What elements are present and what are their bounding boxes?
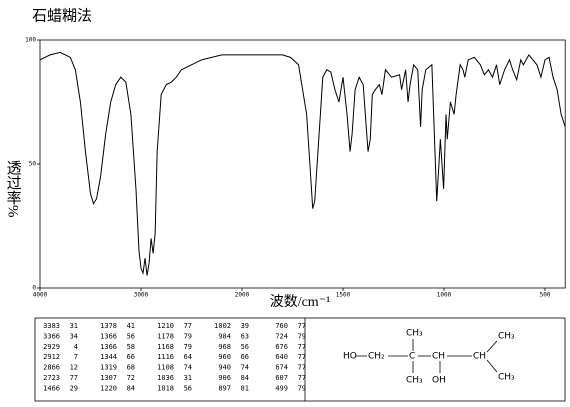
peak-transmittance: 68 bbox=[127, 364, 135, 372]
peak-transmittance: 79 bbox=[298, 384, 306, 392]
peak-transmittance: 56 bbox=[241, 343, 249, 351]
peak-wavenumber: 1220 bbox=[100, 384, 117, 392]
atom-label: CH₃ bbox=[498, 332, 515, 342]
peak-transmittance: 77 bbox=[298, 364, 306, 372]
x-axis-label: 波数/cm⁻¹ bbox=[270, 294, 331, 310]
y-tick-label: 0 bbox=[32, 285, 36, 292]
peak-wavenumber: 2929 bbox=[43, 343, 60, 351]
bond bbox=[486, 359, 498, 373]
peak-wavenumber: 760 bbox=[275, 322, 288, 330]
atom-label: C bbox=[409, 352, 415, 362]
peak-transmittance: 79 bbox=[298, 332, 306, 340]
peak-transmittance: 77 bbox=[298, 353, 306, 361]
peak-wavenumber: 3366 bbox=[43, 332, 60, 340]
peak-wavenumber: 1366 bbox=[100, 332, 117, 340]
peak-transmittance: 74 bbox=[241, 364, 249, 372]
peak-wavenumber: 640 bbox=[275, 353, 288, 361]
peak-wavenumber: 2723 bbox=[43, 374, 60, 382]
peak-transmittance: 56 bbox=[184, 384, 192, 392]
peak-transmittance: 56 bbox=[127, 332, 135, 340]
chart-title: 石蜡糊法 bbox=[32, 7, 92, 24]
peak-transmittance: 34 bbox=[70, 332, 78, 340]
x-tick-label: 4000 bbox=[33, 292, 48, 299]
peak-transmittance: 58 bbox=[127, 343, 135, 351]
peak-wavenumber: 676 bbox=[275, 343, 288, 351]
peak-wavenumber: 499 bbox=[275, 384, 288, 392]
peak-wavenumber: 1307 bbox=[100, 374, 117, 382]
atom-label: CH₂ bbox=[368, 352, 385, 362]
structure: HO CH₂ C CH CH CH₃ CH₃ OH CH₃ CH₃ bbox=[343, 329, 515, 386]
peak-transmittance: 66 bbox=[127, 353, 135, 361]
y-axis-label: 透过率% bbox=[5, 160, 22, 218]
peak-transmittance: 7 bbox=[74, 353, 78, 361]
peak-wavenumber: 1319 bbox=[100, 364, 117, 372]
peak-transmittance: 77 bbox=[298, 343, 306, 351]
peak-transmittance: 84 bbox=[127, 384, 135, 392]
peak-transmittance: 77 bbox=[298, 374, 306, 382]
atom-label: CH₃ bbox=[406, 329, 423, 339]
peak-wavenumber: 1466 bbox=[43, 384, 60, 392]
peak-transmittance: 77 bbox=[298, 322, 306, 330]
peak-wavenumber: 674 bbox=[275, 364, 288, 372]
x-tick-label: 2000 bbox=[235, 292, 250, 299]
peak-wavenumber: 1108 bbox=[157, 364, 174, 372]
peak-wavenumber: 906 bbox=[218, 374, 231, 382]
peak-wavenumber: 1116 bbox=[157, 353, 174, 361]
peak-wavenumber: 940 bbox=[218, 364, 231, 372]
peak-transmittance: 31 bbox=[70, 322, 78, 330]
atom-label: CH₃ bbox=[498, 373, 515, 383]
bond bbox=[486, 340, 498, 353]
peak-transmittance: 63 bbox=[241, 332, 249, 340]
peak-wavenumber: 968 bbox=[218, 343, 231, 351]
peak-wavenumber: 1002 bbox=[214, 322, 231, 330]
peak-transmittance: 64 bbox=[184, 353, 192, 361]
peak-transmittance: 29 bbox=[70, 384, 78, 392]
peak-transmittance: 39 bbox=[241, 322, 249, 330]
peak-wavenumber: 960 bbox=[218, 353, 231, 361]
x-tick-label: 1000 bbox=[437, 292, 452, 299]
peak-wavenumber: 1366 bbox=[100, 343, 117, 351]
peak-transmittance: 81 bbox=[241, 384, 249, 392]
peak-transmittance: 12 bbox=[70, 364, 78, 372]
peak-wavenumber: 1378 bbox=[100, 322, 117, 330]
peak-transmittance: 31 bbox=[184, 374, 192, 382]
peak-transmittance: 66 bbox=[241, 353, 249, 361]
peak-transmittance: 77 bbox=[70, 374, 78, 382]
y-tick-label: 50 bbox=[29, 161, 37, 168]
peak-wavenumber: 984 bbox=[218, 332, 231, 340]
x-tick-label: 500 bbox=[540, 292, 551, 299]
peak-wavenumber: 3383 bbox=[43, 322, 60, 330]
x-tick-label: 3000 bbox=[134, 292, 149, 299]
x-tick-label: 1500 bbox=[336, 292, 351, 299]
peak-transmittance: 4 bbox=[74, 343, 78, 351]
peak-wavenumber: 1168 bbox=[157, 343, 174, 351]
peak-transmittance: 72 bbox=[127, 374, 135, 382]
spectrum-line bbox=[39, 51, 566, 276]
peak-wavenumber: 1018 bbox=[157, 384, 174, 392]
peak-transmittance: 41 bbox=[127, 322, 135, 330]
peak-wavenumber: 1210 bbox=[157, 322, 174, 330]
peak-wavenumber: 2866 bbox=[43, 364, 60, 372]
peak-transmittance: 79 bbox=[184, 343, 192, 351]
atom-label: CH₃ bbox=[406, 376, 423, 386]
atom-label: OH bbox=[432, 376, 446, 386]
peak-transmittance: 84 bbox=[241, 374, 249, 382]
atom-label: HO bbox=[343, 352, 357, 362]
peak-wavenumber: 897 bbox=[218, 384, 231, 392]
table-frame bbox=[34, 317, 566, 402]
peak-wavenumber: 607 bbox=[275, 374, 288, 382]
peak-transmittance: 77 bbox=[184, 322, 192, 330]
peak-transmittance: 74 bbox=[184, 364, 192, 372]
plot-frame bbox=[39, 39, 566, 289]
peak-wavenumber: 1178 bbox=[157, 332, 174, 340]
peak-transmittance: 79 bbox=[184, 332, 192, 340]
atom-label: CH bbox=[432, 352, 445, 362]
peak-wavenumber: 2912 bbox=[43, 353, 60, 361]
peak-wavenumber: 724 bbox=[275, 332, 288, 340]
peak-wavenumber: 1344 bbox=[100, 353, 117, 361]
atom-label: CH bbox=[473, 352, 486, 362]
peak-wavenumber: 1036 bbox=[157, 374, 174, 382]
y-tick-label: 100 bbox=[25, 37, 36, 44]
